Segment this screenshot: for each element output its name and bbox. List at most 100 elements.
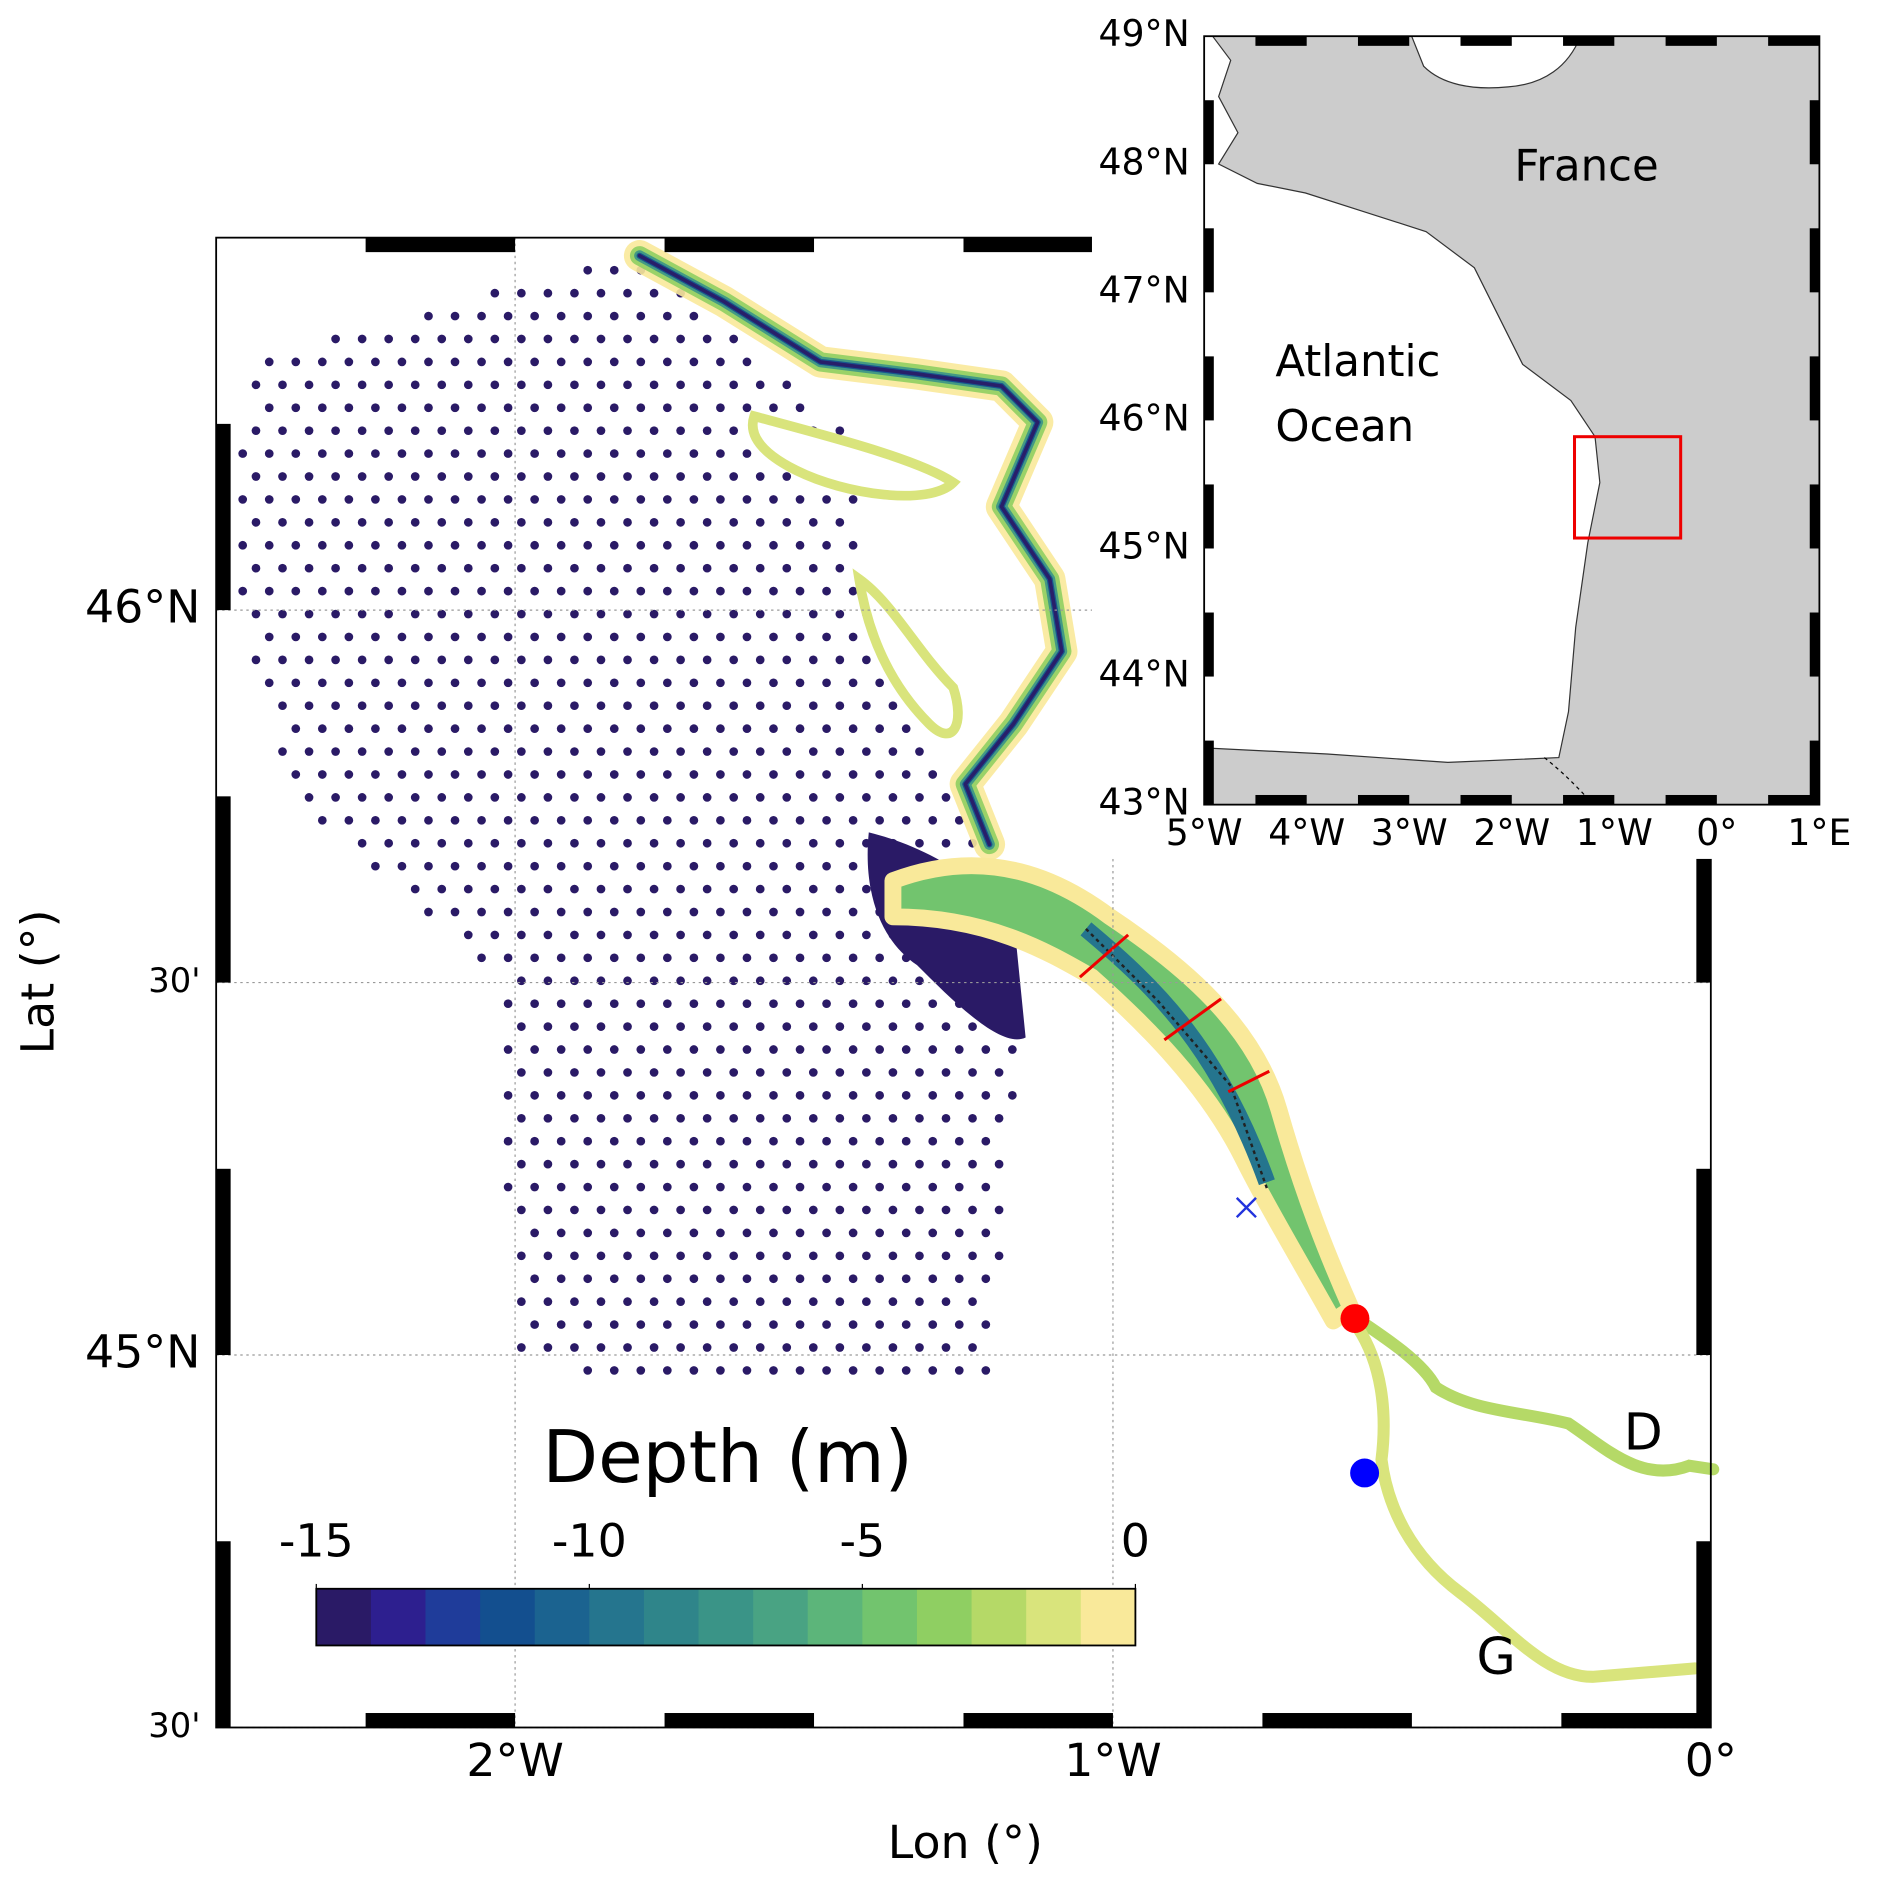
mesh-node [543,472,553,481]
mesh-node [344,357,354,367]
colorbar-swatch [534,1588,590,1646]
mesh-node [517,1113,526,1123]
mesh-node [543,1022,553,1031]
mesh-node [676,426,685,436]
mesh-node [371,632,380,642]
mesh-node [769,1136,778,1146]
mesh-node [530,495,539,504]
frame-segment [1255,36,1307,46]
mesh-node [304,655,314,665]
mesh-node [822,953,831,963]
mesh-node [888,1159,898,1169]
mesh-node [941,1022,951,1031]
mesh-node [463,793,473,802]
mesh-node [371,540,380,550]
mesh-node [901,1228,911,1238]
mesh-node [676,334,685,344]
mesh-node [676,1251,685,1261]
mesh-node [848,724,858,733]
mesh-node [503,770,513,779]
mesh-node [437,472,447,481]
mesh-node [888,701,898,711]
mesh-node [357,701,367,711]
colorbar-swatch [316,1588,372,1646]
mesh-node [410,838,420,848]
mesh-node [543,1159,553,1169]
mesh-node [291,495,301,504]
mesh-node [755,380,765,390]
mesh-node [477,449,486,458]
mesh-node [822,1136,831,1146]
mesh-node [649,747,659,756]
mesh-node [742,1274,752,1284]
mesh-node [954,1228,964,1238]
mesh-node [742,632,752,642]
mesh-node [662,1136,672,1146]
mesh-node [676,380,685,390]
mesh-node [662,495,672,504]
mesh-node [477,861,486,871]
mesh-node [676,1343,685,1352]
mesh-node [968,1251,977,1261]
mesh-node [795,1182,805,1192]
mesh-node [808,655,818,665]
colorbar-swatch [589,1588,645,1646]
mesh-node [742,907,752,917]
mesh-node [901,1320,911,1329]
mesh-node [543,426,553,436]
mesh-node [968,1297,977,1306]
mesh-node [371,449,380,458]
mesh-node [742,1366,752,1375]
mesh-node [808,1251,818,1261]
mesh-node [609,724,619,733]
mesh-node [782,518,792,527]
mesh-node [662,540,672,550]
mesh-node [716,449,725,458]
mesh-node [954,1274,964,1284]
mesh-node [530,632,539,642]
mesh-node [291,357,301,367]
mesh-node [596,1251,606,1261]
mesh-node [729,1343,739,1352]
mesh-node [623,563,632,573]
mesh-node [968,1159,977,1169]
mesh-node [808,518,818,527]
mesh-node [357,380,367,390]
mesh-node [928,1182,938,1192]
mesh-node [835,518,845,527]
mesh-node [689,953,699,963]
mesh-node [716,724,725,733]
mesh-node [384,426,394,436]
mesh-node [822,1091,831,1100]
mesh-node [769,770,778,779]
mesh-node [477,495,486,504]
frame-segment [1809,612,1820,677]
mesh-node [755,930,765,940]
mesh-node [503,540,513,550]
mesh-node [689,1228,699,1238]
mesh-node [729,563,739,573]
mesh-node [954,815,964,825]
mesh-node [517,380,526,390]
mesh-node [397,357,407,367]
mesh-node [915,747,924,756]
frame-segment [1768,36,1820,46]
mesh-node [901,1045,911,1054]
mesh-node [410,884,420,894]
mesh-node [848,678,858,688]
mesh-node [317,540,327,550]
mesh-node [954,1136,964,1146]
mesh-node [742,1091,752,1100]
frame-segment [216,796,231,983]
mesh-node [782,380,792,390]
mesh-node [543,334,553,344]
inset-y-tick-label: 48°N [1098,140,1189,183]
mesh-node [503,953,513,963]
mesh-node [636,678,646,688]
mesh-node [570,1022,579,1031]
mesh-node [716,1182,725,1192]
mesh-node [755,609,765,619]
mesh-node [371,724,380,733]
inset-y-tick-label: 49°N [1098,12,1189,55]
